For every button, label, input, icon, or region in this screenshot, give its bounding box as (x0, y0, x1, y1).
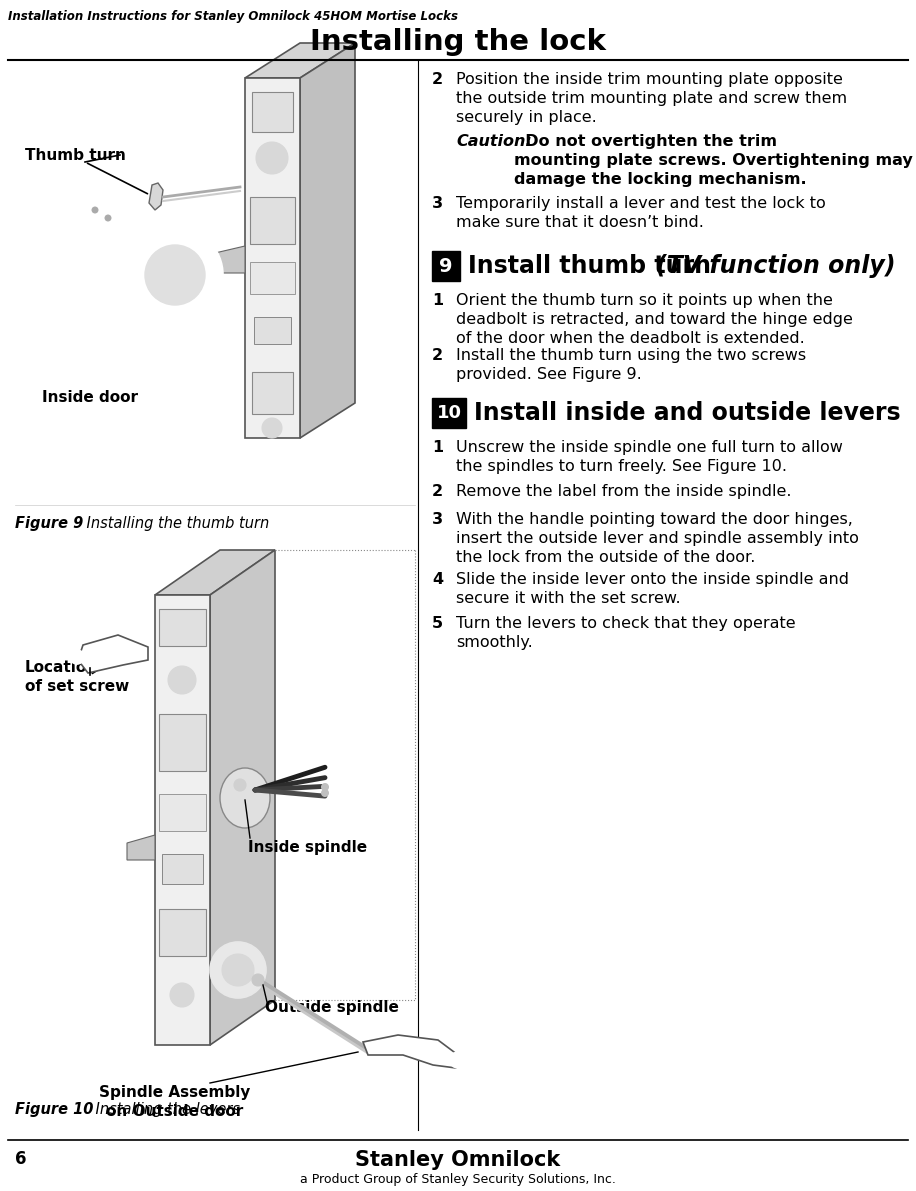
Circle shape (168, 666, 196, 694)
Text: Stanley Omnilock: Stanley Omnilock (355, 1151, 561, 1170)
FancyBboxPatch shape (250, 262, 295, 294)
Text: Installing the lock: Installing the lock (310, 29, 606, 56)
FancyBboxPatch shape (155, 596, 210, 1045)
Circle shape (322, 784, 329, 791)
Circle shape (222, 954, 254, 986)
Polygon shape (245, 43, 355, 77)
Text: Temporarily install a lever and test the lock to
make sure that it doesn’t bind.: Temporarily install a lever and test the… (456, 197, 825, 230)
Text: Install inside and outside levers: Install inside and outside levers (474, 401, 900, 425)
FancyBboxPatch shape (432, 398, 466, 428)
Circle shape (105, 216, 111, 222)
Text: 2: 2 (432, 348, 443, 363)
Circle shape (70, 650, 84, 665)
Text: Position the inside trim mounting plate opposite
the outside trim mounting plate: Position the inside trim mounting plate … (456, 71, 847, 125)
Text: 6: 6 (15, 1151, 27, 1168)
Circle shape (450, 1052, 466, 1068)
Text: 3: 3 (432, 197, 443, 211)
FancyBboxPatch shape (159, 909, 206, 956)
Text: Installation Instructions for Stanley Omnilock 45HOM Mortise Locks: Installation Instructions for Stanley Om… (8, 10, 458, 23)
Ellipse shape (220, 768, 270, 828)
Text: Slide the inside lever onto the inside spindle and
secure it with the set screw.: Slide the inside lever onto the inside s… (456, 572, 849, 606)
FancyBboxPatch shape (245, 77, 300, 438)
Text: With the handle pointing toward the door hinges,
insert the outside lever and sp: With the handle pointing toward the door… (456, 512, 859, 566)
Text: Inside spindle: Inside spindle (248, 840, 367, 855)
Polygon shape (210, 550, 275, 1045)
FancyBboxPatch shape (252, 372, 293, 414)
Polygon shape (149, 183, 163, 210)
Text: 2: 2 (432, 71, 443, 87)
Polygon shape (363, 1035, 458, 1068)
FancyBboxPatch shape (250, 197, 295, 244)
FancyBboxPatch shape (254, 317, 291, 344)
Text: Installing the levers: Installing the levers (77, 1102, 240, 1117)
Text: Caution:: Caution: (456, 135, 532, 149)
Text: Figure 10: Figure 10 (15, 1102, 93, 1117)
Text: 1: 1 (432, 439, 443, 455)
Polygon shape (300, 43, 355, 438)
Text: 4: 4 (432, 572, 443, 587)
Text: 9: 9 (440, 256, 453, 275)
Polygon shape (155, 550, 275, 596)
Text: Do not overtighten the trim
mounting plate screws. Overtightening may
damage the: Do not overtighten the trim mounting pla… (514, 135, 912, 187)
Text: 10: 10 (437, 404, 462, 422)
Circle shape (145, 245, 205, 305)
Text: Install the thumb turn using the two screws
provided. See Figure 9.: Install the thumb turn using the two scr… (456, 348, 806, 382)
Text: Figure 9: Figure 9 (15, 516, 83, 531)
Text: (TV function only): (TV function only) (656, 254, 896, 278)
Circle shape (170, 983, 194, 1008)
Text: a Product Group of Stanley Security Solutions, Inc.: a Product Group of Stanley Security Solu… (300, 1173, 616, 1186)
FancyBboxPatch shape (252, 92, 293, 132)
Circle shape (92, 207, 98, 213)
Text: 3: 3 (432, 512, 443, 526)
Text: Turn the levers to check that they operate
smoothly.: Turn the levers to check that they opera… (456, 616, 796, 650)
Circle shape (210, 942, 266, 998)
Text: Unscrew the inside spindle one full turn to allow
the spindles to turn freely. S: Unscrew the inside spindle one full turn… (456, 439, 843, 474)
Text: 2: 2 (432, 484, 443, 499)
Text: Remove the label from the inside spindle.: Remove the label from the inside spindle… (456, 484, 791, 499)
FancyBboxPatch shape (159, 609, 206, 646)
Polygon shape (78, 635, 148, 673)
Circle shape (252, 974, 264, 986)
Circle shape (262, 418, 282, 438)
Text: Outside spindle: Outside spindle (265, 1000, 398, 1015)
Circle shape (127, 227, 223, 323)
Text: Orient the thumb turn so it points up when the
deadbolt is retracted, and toward: Orient the thumb turn so it points up wh… (456, 293, 853, 347)
Text: Thumb turn: Thumb turn (25, 148, 125, 163)
Text: 1: 1 (432, 293, 443, 308)
Text: Installing the thumb turn: Installing the thumb turn (68, 516, 269, 531)
Text: Install thumb turn: Install thumb turn (468, 254, 719, 278)
Polygon shape (127, 835, 155, 860)
Text: Location
of set screw: Location of set screw (25, 660, 129, 693)
Text: 5: 5 (432, 616, 443, 631)
Circle shape (322, 790, 329, 797)
FancyBboxPatch shape (162, 854, 203, 884)
Polygon shape (215, 247, 245, 273)
Circle shape (256, 142, 288, 174)
FancyBboxPatch shape (432, 251, 460, 281)
Text: Spindle Assembly
on Outside door: Spindle Assembly on Outside door (99, 1085, 251, 1118)
FancyBboxPatch shape (159, 794, 206, 831)
Circle shape (234, 779, 246, 791)
FancyBboxPatch shape (159, 713, 206, 771)
Text: Inside door: Inside door (42, 389, 138, 405)
